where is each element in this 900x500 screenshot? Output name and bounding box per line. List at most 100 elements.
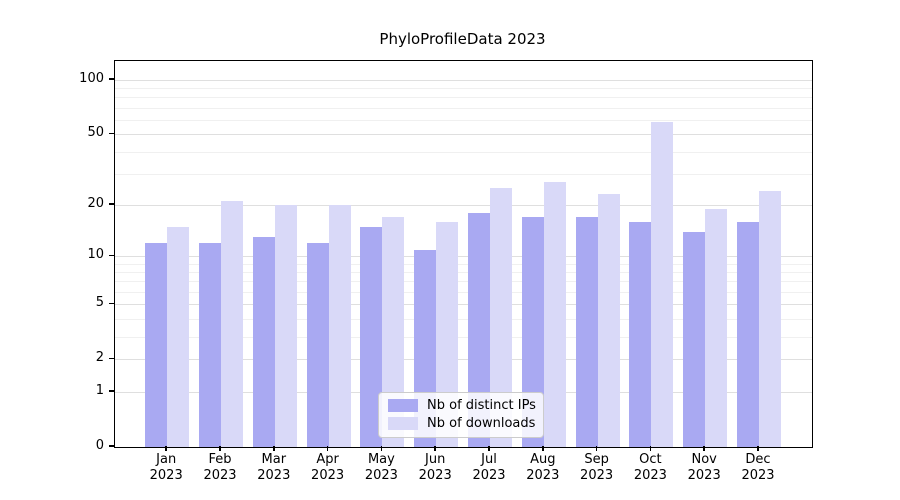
minor-gridline — [115, 119, 812, 121]
x-tick-year: 2023 — [633, 468, 667, 483]
x-tick-year: 2023 — [311, 468, 345, 483]
y-tick-label: 0 — [95, 437, 104, 453]
bar-distinct-ips — [521, 217, 544, 447]
y-tick-mark — [109, 254, 114, 257]
x-tick-year: 2023 — [418, 468, 452, 483]
x-tick-year: 2023 — [580, 468, 614, 483]
minor-gridline — [115, 88, 812, 90]
x-tick-mark — [488, 446, 490, 451]
bar-distinct-ips — [145, 243, 168, 447]
x-tick-month: Oct — [639, 452, 662, 467]
x-tick-label: Aug 2023 — [511, 452, 575, 484]
bar-distinct-ips — [575, 217, 598, 447]
bar-downloads — [759, 191, 781, 447]
major-gridline — [115, 204, 812, 206]
x-tick-label: Apr 2023 — [296, 452, 360, 484]
bar-downloads — [382, 217, 405, 447]
minor-gridline — [115, 263, 812, 265]
x-tick-year: 2023 — [257, 468, 291, 483]
bar-distinct-ips — [360, 226, 383, 447]
minor-gridline — [115, 318, 812, 320]
x-tick-mark — [273, 446, 275, 451]
major-gridline — [115, 134, 812, 136]
bar-downloads — [274, 205, 297, 447]
x-tick-label: Sep 2023 — [565, 452, 629, 484]
y-tick-label: 100 — [79, 70, 104, 86]
x-tick-mark — [434, 446, 436, 451]
x-tick-mark — [542, 446, 544, 451]
bar-downloads — [436, 221, 459, 447]
x-tick-mark — [219, 446, 221, 451]
bar-distinct-ips — [199, 243, 221, 447]
x-tick-month: May — [367, 452, 395, 467]
bar-downloads — [651, 121, 674, 447]
minor-gridline — [115, 292, 812, 294]
bar-distinct-ips — [683, 231, 706, 447]
x-tick-label: Dec 2023 — [726, 452, 790, 484]
legend-row-downloads: Nb of downloads — [388, 416, 536, 431]
bar-downloads — [490, 188, 512, 447]
x-tick-label: Jan 2023 — [134, 452, 198, 484]
y-tick-mark — [109, 445, 114, 447]
x-tick-year: 2023 — [741, 468, 775, 483]
bar-downloads — [705, 208, 728, 447]
bar-distinct-ips — [306, 243, 329, 447]
x-tick-month: Mar — [261, 452, 287, 467]
bar-distinct-ips — [737, 221, 759, 447]
major-gridline — [115, 79, 812, 81]
minor-gridline — [115, 173, 812, 175]
bar-downloads — [597, 194, 620, 447]
plot-area — [114, 60, 813, 448]
x-tick-month: Sep — [584, 452, 609, 467]
y-tick-label: 2 — [95, 350, 104, 366]
minor-gridline — [115, 272, 812, 274]
legend-row-distinct-ips: Nb of distinct IPs — [388, 398, 536, 413]
major-gridline — [115, 304, 812, 306]
y-tick-label: 50 — [87, 125, 104, 141]
minor-gridline — [115, 151, 812, 153]
y-tick-mark — [109, 132, 114, 135]
x-tick-mark — [326, 446, 329, 451]
x-tick-mark — [703, 446, 705, 451]
x-tick-month: Jan — [156, 452, 177, 467]
y-tick-mark — [109, 357, 114, 360]
y-tick-label: 10 — [87, 247, 104, 263]
minor-gridline — [115, 336, 812, 338]
x-tick-month: Feb — [208, 452, 232, 467]
bar-distinct-ips — [468, 213, 490, 447]
x-tick-year: 2023 — [364, 468, 398, 483]
x-tick-year: 2023 — [149, 468, 183, 483]
x-tick-label: May 2023 — [349, 452, 413, 484]
bar-downloads — [328, 205, 351, 447]
legend-label-downloads: Nb of downloads — [427, 416, 536, 431]
bar-downloads — [221, 201, 243, 447]
x-tick-year: 2023 — [203, 468, 237, 483]
x-tick-year: 2023 — [472, 468, 506, 483]
x-tick-month: Jul — [481, 452, 497, 467]
x-tick-month: Aug — [530, 452, 556, 467]
x-tick-month: Apr — [316, 452, 339, 467]
x-tick-label: Oct 2023 — [618, 452, 682, 484]
legend-label-distinct-ips: Nb of distinct IPs — [427, 398, 536, 413]
bar-downloads — [167, 226, 190, 447]
minor-gridline — [115, 97, 812, 99]
legend: Nb of distinct IPs Nb of downloads — [378, 392, 544, 438]
minor-gridline — [115, 281, 812, 283]
y-tick-mark — [109, 203, 114, 205]
major-gridline — [115, 359, 812, 361]
x-tick-mark — [649, 446, 652, 451]
chart-title: PhyloProfileData 2023 — [379, 30, 546, 48]
bar-distinct-ips — [629, 221, 652, 447]
x-tick-label: Nov 2023 — [672, 452, 736, 484]
y-tick-mark — [109, 390, 114, 392]
x-tick-year: 2023 — [687, 468, 721, 483]
x-tick-year: 2023 — [526, 468, 560, 483]
legend-swatch-distinct-ips — [388, 399, 418, 412]
y-tick-mark — [109, 302, 114, 305]
x-tick-mark — [595, 446, 598, 451]
y-tick-label: 5 — [95, 295, 104, 311]
minor-gridline — [115, 107, 812, 109]
y-tick-label: 1 — [95, 382, 104, 398]
major-gridline — [115, 256, 812, 258]
